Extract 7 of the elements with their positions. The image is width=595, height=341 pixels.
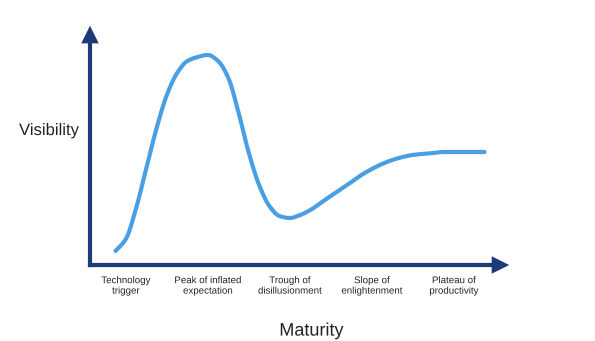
x-axis-title: Maturity [280,322,344,340]
x-tick-label: Plateau of productivity [430,276,478,296]
x-tick-label: Peak of inflated expectation [175,276,241,296]
x-tick-label: Slope of enlightenment [342,276,402,296]
x-tick-label: Technology trigger [102,276,150,296]
x-tick-label: Trough of disillusionment [258,276,322,294]
y-axis-title: Visibility [19,122,79,138]
